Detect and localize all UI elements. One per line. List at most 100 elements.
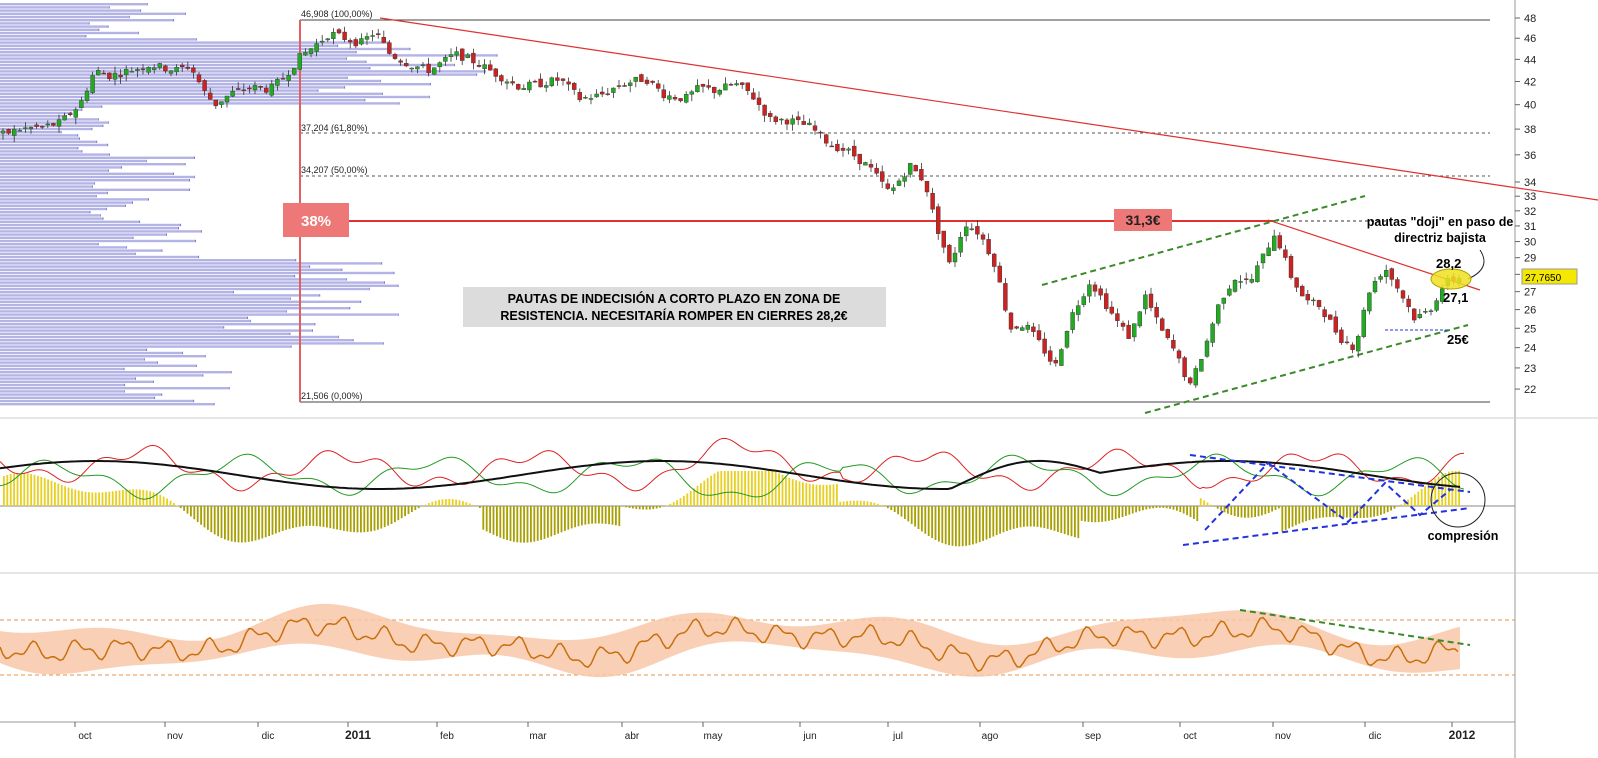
candle	[1260, 253, 1266, 269]
histogram-bar	[149, 491, 151, 506]
histogram-bar	[258, 506, 260, 540]
histogram-bar	[67, 487, 70, 506]
candle	[947, 244, 952, 264]
histogram-bar	[904, 506, 906, 519]
profile-bar	[0, 287, 370, 291]
histogram-bar	[594, 506, 597, 524]
histogram-bar	[502, 506, 505, 539]
histogram-bar	[241, 506, 243, 543]
candle	[1199, 358, 1204, 372]
histogram-bar	[1094, 506, 1097, 523]
candle	[1372, 276, 1378, 294]
profile-bar	[0, 191, 108, 195]
histogram-bar	[370, 506, 372, 532]
histogram-bar	[268, 506, 270, 537]
histogram-bar	[91, 492, 94, 506]
histogram-bar	[771, 471, 774, 506]
histogram-bar	[1108, 506, 1110, 521]
candle	[1187, 376, 1193, 385]
candle	[846, 147, 851, 155]
profile-bar	[0, 6, 110, 9]
candle	[454, 46, 459, 61]
candle	[1109, 301, 1115, 316]
histogram-bar	[230, 506, 233, 542]
profile-bar	[0, 380, 154, 383]
candle	[1232, 279, 1238, 293]
price-tick-label: 29	[1524, 253, 1536, 265]
histogram-bar	[815, 484, 818, 506]
profile-bar	[0, 383, 125, 387]
month-tick-label: ago	[982, 731, 999, 742]
oscillator-black-line	[0, 459, 1461, 490]
histogram-bar	[264, 506, 267, 538]
histogram-bar	[1244, 506, 1246, 518]
profile-bar	[0, 284, 399, 287]
candle	[303, 48, 308, 56]
histogram-bar	[60, 484, 63, 506]
histogram-bar	[319, 506, 321, 527]
histogram-bar	[166, 498, 168, 506]
histogram-bar	[846, 501, 848, 506]
profile-bar	[0, 297, 291, 300]
candle	[404, 58, 409, 68]
histogram-bar	[873, 502, 876, 506]
note-line-2: RESISTENCIA. NECESITARÍA ROMPER EN CIERR…	[500, 308, 847, 323]
histogram-bar	[77, 490, 80, 506]
candle	[1098, 285, 1103, 301]
histogram-bar	[754, 471, 757, 506]
doji-highlight	[1430, 268, 1472, 290]
candle	[179, 62, 185, 72]
histogram-bar	[526, 506, 529, 543]
histogram-bar	[356, 506, 359, 533]
histogram-bar	[1155, 506, 1158, 508]
histogram-bar	[768, 471, 770, 506]
candle	[207, 87, 213, 100]
histogram-bar	[995, 506, 998, 536]
price-tick-label: 44	[1524, 54, 1536, 66]
histogram-bar	[271, 506, 274, 535]
profile-bar	[0, 134, 78, 137]
histogram-bar	[1213, 506, 1216, 507]
histogram-bar	[1322, 506, 1324, 518]
histogram-bar	[1104, 506, 1107, 522]
profile-bar	[0, 387, 230, 390]
histogram-bar	[536, 506, 539, 541]
fib-618-label: 37,204 (61,80%)	[301, 123, 368, 133]
candle	[1283, 245, 1288, 261]
histogram-bar	[927, 506, 930, 537]
price-tick-label: 23	[1524, 363, 1536, 375]
profile-bar	[0, 377, 136, 380]
histogram-bar	[1274, 506, 1277, 510]
candle	[28, 126, 34, 134]
profile-bar	[0, 307, 350, 310]
price-tick-label: 40	[1524, 100, 1536, 112]
histogram-bar	[717, 471, 719, 506]
candle	[1042, 332, 1047, 357]
histogram-bar	[1159, 506, 1161, 508]
candle	[364, 32, 370, 46]
candle	[521, 84, 526, 91]
histogram-bar	[37, 475, 39, 506]
profile-bar	[0, 166, 122, 169]
candle	[1288, 254, 1294, 280]
month-tick-label: jun	[802, 731, 816, 742]
histogram-bar	[506, 506, 508, 541]
candle	[0, 128, 6, 140]
profile-bar	[0, 83, 431, 86]
profile-bar	[0, 300, 361, 303]
candle	[353, 37, 358, 49]
profile-bar	[0, 364, 197, 367]
profile-bar	[0, 243, 99, 246]
histogram-bar	[305, 506, 308, 526]
candle	[1148, 287, 1154, 312]
profile-bar	[0, 28, 99, 31]
histogram-bar	[468, 503, 471, 506]
price-tick-label: 27	[1524, 287, 1536, 299]
histogram-bar	[1376, 506, 1379, 516]
price-tick-label: 22	[1524, 384, 1536, 396]
histogram-bar	[1080, 506, 1083, 521]
histogram-bar	[1257, 506, 1260, 517]
profile-bar	[0, 147, 78, 150]
candle	[443, 54, 448, 66]
candle	[969, 223, 974, 231]
